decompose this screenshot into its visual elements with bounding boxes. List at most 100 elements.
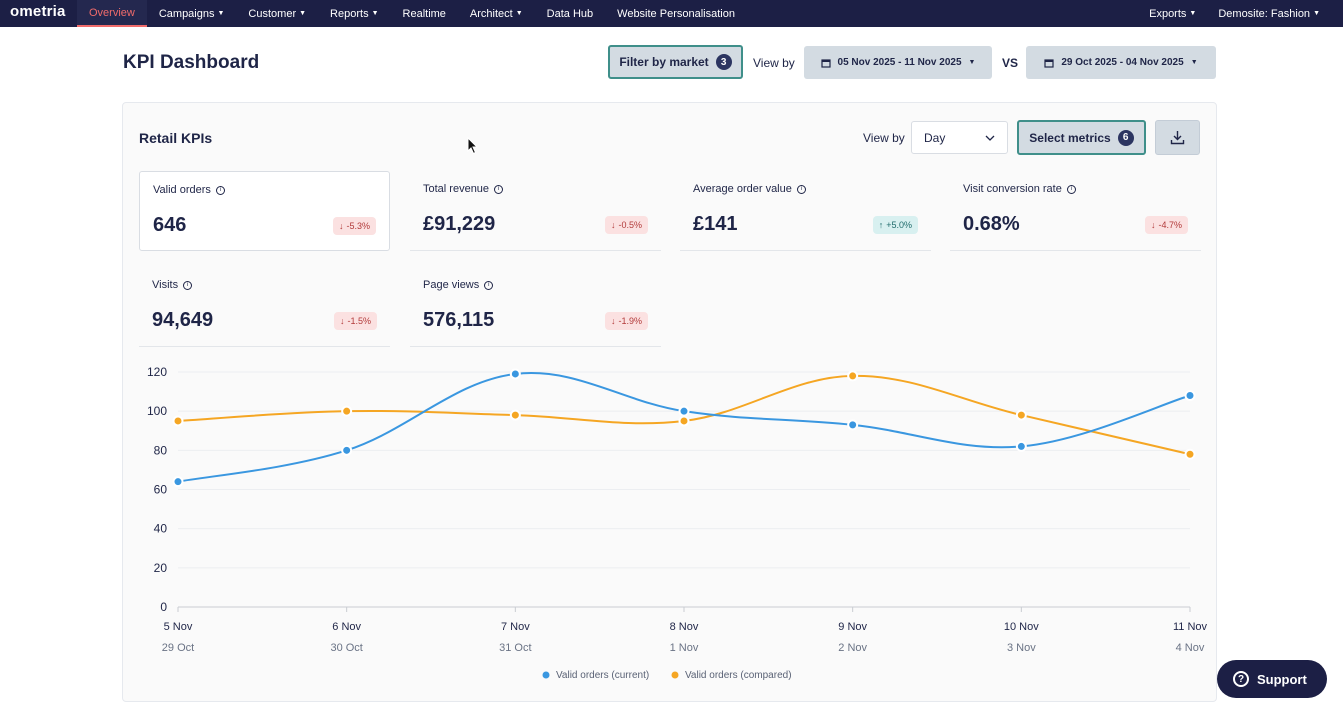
kpi-label-text: Average order value	[693, 183, 792, 195]
caret-down-icon: ▼	[299, 10, 307, 17]
select-metrics-button[interactable]: Select metrics 6	[1017, 120, 1146, 155]
kpi-value: 94,649	[152, 309, 214, 331]
vs-label: VS	[1002, 56, 1019, 70]
kpi-label: Visits i	[152, 279, 193, 291]
metrics-count-badge: 6	[1117, 129, 1134, 146]
nav-item-data-hub[interactable]: Data Hub	[535, 0, 605, 27]
main-menu: Overview Campaigns ▼ Customer ▼ Reports ▼ Realt…	[77, 0, 747, 27]
kpi-tile-visit-conversion-rate[interactable]: Visit conversion rate i 0.68% ↓ -4.7%	[950, 171, 1201, 251]
view-by-label: View by	[753, 56, 795, 70]
nav-item-label: Architect	[469, 7, 513, 20]
nav-item-overview[interactable]: Overview	[77, 0, 147, 27]
card-title: Retail KPIs	[139, 130, 213, 146]
caret-down-icon: ▼	[1189, 10, 1197, 17]
account-menu: Exports ▼ Demosite: Fashion ▼	[1138, 0, 1331, 27]
arrow-down-icon: ↓	[610, 316, 616, 326]
granularity-value: Day	[924, 130, 946, 145]
kpi-delta-value: -0.5%	[618, 220, 642, 230]
info-icon[interactable]: i	[484, 280, 494, 290]
kpi-delta-value: +5.0%	[886, 220, 912, 230]
nav-item-label: Overview	[89, 6, 135, 19]
kpi-label-text: Page views	[423, 279, 480, 291]
current-date-range: 05 Nov 2025 - 11 Nov 2025	[837, 57, 962, 68]
download-icon	[1170, 131, 1185, 145]
current-date-range-picker[interactable]: 05 Nov 2025 - 11 Nov 2025 ▼	[804, 46, 992, 79]
kpi-delta-value: -1.9%	[618, 316, 642, 326]
kpi-delta-badge: ↓ -0.5%	[604, 216, 648, 234]
compared-date-range: 29 Oct 2025 - 04 Nov 2025	[1061, 57, 1184, 68]
kpi-label-text: Total revenue	[423, 183, 490, 195]
nav-item-website-personalisation[interactable]: Website Personalisation	[605, 0, 747, 27]
kpi-tile-valid-orders[interactable]: Valid orders i 646 ↓ -5.3%	[139, 171, 390, 251]
kpi-delta-value: -5.3%	[346, 221, 370, 231]
support-label: Support	[1257, 671, 1307, 687]
kpi-label: Page views i	[423, 279, 494, 291]
kpi-tile-total-revenue[interactable]: Total revenue i £91,229 ↓ -0.5%	[410, 171, 661, 251]
kpi-delta-badge: ↓ -4.7%	[1144, 216, 1188, 234]
kpi-label: Valid orders i	[153, 184, 225, 196]
nav-item-label: Website Personalisation	[617, 7, 735, 20]
nav-item-label: Demosite: Fashion	[1218, 7, 1311, 20]
kpi-delta-badge: ↓ -1.5%	[333, 312, 377, 330]
kpi-label: Visit conversion rate i	[963, 183, 1076, 195]
nav-item-realtime[interactable]: Realtime	[391, 0, 458, 27]
info-icon[interactable]: i	[494, 184, 504, 194]
arrow-down-icon: ↓	[1150, 220, 1156, 230]
info-icon[interactable]: i	[183, 280, 193, 290]
kpi-value: £141	[693, 213, 738, 235]
info-icon[interactable]: i	[1066, 184, 1076, 194]
top-navigation: ometria Overview Campaigns ▼ Customer ▼ Repor…	[0, 0, 1343, 27]
page-title: KPI Dashboard	[123, 52, 260, 73]
nav-item-label: Exports	[1149, 7, 1187, 20]
calendar-icon	[1044, 58, 1054, 68]
kpi-delta-value: -4.7%	[1158, 220, 1182, 230]
nav-item-demosite-fashion[interactable]: Demosite: Fashion ▼	[1207, 0, 1331, 27]
kpi-label-text: Visit conversion rate	[963, 183, 1062, 195]
nav-item-campaigns[interactable]: Campaigns ▼	[147, 0, 237, 27]
nav-item-architect[interactable]: Architect ▼	[458, 0, 535, 27]
arrow-down-icon: ↓	[610, 220, 616, 230]
select-metrics-label: Select metrics	[1029, 130, 1111, 145]
kpi-value: £91,229	[423, 213, 496, 235]
kpi-tile-visits[interactable]: Visits i 94,649 ↓ -1.5%	[139, 267, 390, 347]
filter-by-market-button[interactable]: Filter by market 3	[608, 45, 743, 79]
nav-item-reports[interactable]: Reports ▼	[318, 0, 390, 27]
card-view-by-label: View by	[863, 131, 905, 145]
support-button[interactable]: ? Support	[1217, 660, 1327, 698]
nav-item-exports[interactable]: Exports ▼	[1138, 0, 1207, 27]
granularity-select[interactable]: Day	[911, 121, 1008, 154]
caret-down-icon: ▼	[1313, 10, 1320, 17]
nav-item-label: Campaigns	[158, 7, 215, 20]
kpi-label-text: Visits	[152, 279, 179, 291]
filter-count-badge: 3	[715, 54, 732, 70]
kpi-delta-badge: ↓ -1.9%	[604, 312, 648, 330]
kpi-delta-badge: ↑ +5.0%	[872, 216, 918, 234]
kpi-tile-page-views[interactable]: Page views i 576,115 ↓ -1.9%	[410, 267, 661, 347]
help-icon: ?	[1233, 671, 1249, 687]
kpi-delta-value: -1.5%	[347, 316, 371, 326]
nav-item-label: Customer	[248, 7, 297, 20]
kpi-value: 576,115	[423, 309, 495, 331]
caret-down-icon: ▼	[217, 10, 225, 17]
compared-date-range-picker[interactable]: 29 Oct 2025 - 04 Nov 2025 ▼	[1026, 46, 1216, 79]
info-icon[interactable]: i	[215, 185, 225, 195]
nav-item-customer[interactable]: Customer ▼	[236, 0, 318, 27]
kpi-value: 0.68%	[963, 213, 1020, 235]
filter-button-label: Filter by market	[619, 55, 709, 69]
arrow-up-icon: ↑	[878, 220, 884, 230]
chevron-down-icon	[985, 135, 995, 141]
nav-item-label: Data Hub	[546, 7, 594, 20]
arrow-down-icon: ↓	[338, 221, 344, 231]
info-icon[interactable]: i	[796, 184, 806, 194]
nav-item-label: Realtime	[402, 7, 446, 20]
mouse-cursor-icon	[467, 137, 479, 155]
chevron-down-icon: ▼	[1190, 59, 1198, 66]
kpi-value: 646	[153, 214, 187, 236]
ometria-logo[interactable]: ometria	[10, 3, 66, 20]
kpi-label: Average order value i	[693, 183, 806, 195]
chevron-down-icon: ▼	[968, 59, 976, 66]
download-button[interactable]	[1155, 120, 1200, 155]
kpi-tile-average-order-value[interactable]: Average order value i £141 ↑ +5.0%	[680, 171, 931, 251]
arrow-down-icon: ↓	[339, 316, 345, 326]
caret-down-icon: ▼	[515, 10, 523, 17]
